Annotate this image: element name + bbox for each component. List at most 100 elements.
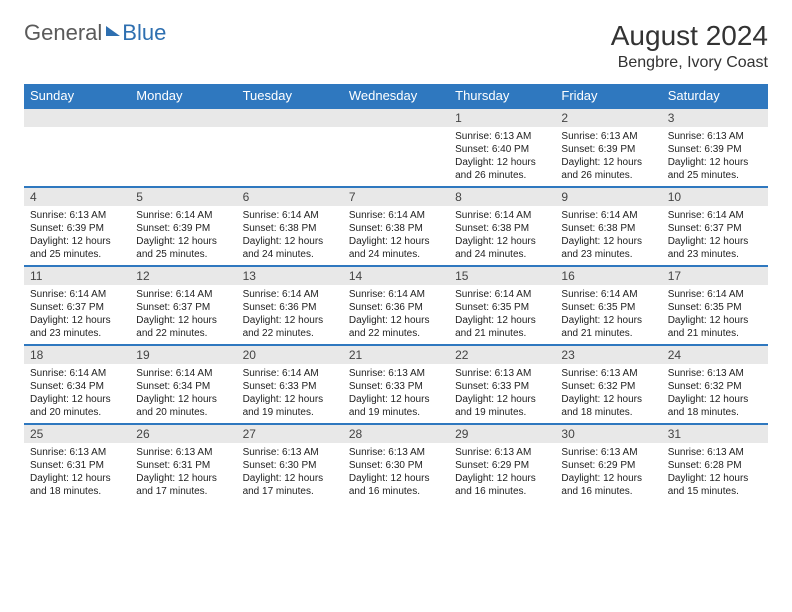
logo-text-2: Blue: [122, 20, 166, 46]
calendar-cell: 29Sunrise: 6:13 AMSunset: 6:29 PMDayligh…: [449, 424, 555, 502]
day-number: 3: [662, 109, 768, 127]
daylight-line: Daylight: 12 hours and 25 minutes.: [136, 235, 230, 261]
sunset-line: Sunset: 6:39 PM: [668, 143, 762, 156]
day-body: Sunrise: 6:13 AMSunset: 6:39 PMDaylight:…: [555, 127, 661, 186]
sunset-line: Sunset: 6:36 PM: [243, 301, 337, 314]
header: General Blue August 2024 Bengbre, Ivory …: [24, 20, 768, 72]
sunrise-line: Sunrise: 6:14 AM: [349, 288, 443, 301]
daylight-line: Daylight: 12 hours and 20 minutes.: [136, 393, 230, 419]
calendar-row: 18Sunrise: 6:14 AMSunset: 6:34 PMDayligh…: [24, 345, 768, 424]
sunset-line: Sunset: 6:33 PM: [349, 380, 443, 393]
sunrise-line: Sunrise: 6:14 AM: [136, 209, 230, 222]
daylight-line: Daylight: 12 hours and 22 minutes.: [136, 314, 230, 340]
day-number: 17: [662, 267, 768, 285]
calendar-cell: 13 Sunrise: 6:14 AMSunset: 6:36 PMDayligh…: [237, 266, 343, 345]
sunrise-line: Sunrise: 6:13 AM: [455, 130, 549, 143]
calendar-header-row: SundayMondayTuesdayWednesdayThursdayFrid…: [24, 84, 768, 108]
day-number: 20: [237, 346, 343, 364]
sunrise-line: Sunrise: 6:13 AM: [455, 367, 549, 380]
sunrise-line: Sunrise: 6:13 AM: [561, 446, 655, 459]
sunset-line: Sunset: 6:35 PM: [455, 301, 549, 314]
day-number: 6: [237, 188, 343, 206]
day-number: 31: [662, 425, 768, 443]
sunset-line: Sunset: 6:38 PM: [561, 222, 655, 235]
daylight-line: Daylight: 12 hours and 23 minutes.: [561, 235, 655, 261]
daylight-line: Daylight: 12 hours and 16 minutes.: [349, 472, 443, 498]
day-body: Sunrise: 6:13 AMSunset: 6:29 PMDaylight:…: [555, 443, 661, 502]
sunset-line: Sunset: 6:38 PM: [455, 222, 549, 235]
sunset-line: Sunset: 6:39 PM: [136, 222, 230, 235]
day-number: 27: [237, 425, 343, 443]
calendar-cell: 8Sunrise: 6:14 AMSunset: 6:38 PMDaylight…: [449, 187, 555, 266]
sunrise-line: Sunrise: 6:13 AM: [668, 446, 762, 459]
calendar-body: 1Sunrise: 6:13 AMSunset: 6:40 PMDaylight…: [24, 108, 768, 502]
sunrise-line: Sunrise: 6:14 AM: [243, 367, 337, 380]
calendar-cell: 21Sunrise: 6:13 AMSunset: 6:33 PMDayligh…: [343, 345, 449, 424]
day-body: Sunrise: 6:14 AMSunset: 6:35 PMDaylight:…: [555, 285, 661, 344]
weekday-header: Sunday: [24, 84, 130, 108]
daylight-line: Daylight: 12 hours and 15 minutes.: [668, 472, 762, 498]
calendar-cell: 4Sunrise: 6:13 AMSunset: 6:39 PMDaylight…: [24, 187, 130, 266]
sunset-line: Sunset: 6:39 PM: [30, 222, 124, 235]
sunrise-line: Sunrise: 6:13 AM: [668, 130, 762, 143]
sunset-line: Sunset: 6:33 PM: [243, 380, 337, 393]
day-number: 16: [555, 267, 661, 285]
day-number: 2: [555, 109, 661, 127]
daylight-line: Daylight: 12 hours and 18 minutes.: [561, 393, 655, 419]
sunset-line: Sunset: 6:38 PM: [349, 222, 443, 235]
day-body: Sunrise: 6:13 AMSunset: 6:31 PMDaylight:…: [130, 443, 236, 502]
daylight-line: Daylight: 12 hours and 22 minutes.: [349, 314, 443, 340]
day-body: Sunrise: 6:13 AMSunset: 6:32 PMDaylight:…: [662, 364, 768, 423]
day-number: 13: [237, 267, 343, 285]
daylight-line: Daylight: 12 hours and 19 minutes.: [243, 393, 337, 419]
day-number: 10: [662, 188, 768, 206]
day-body: Sunrise: 6:13 AMSunset: 6:33 PMDaylight:…: [343, 364, 449, 423]
sunset-line: Sunset: 6:29 PM: [455, 459, 549, 472]
daylight-line: Daylight: 12 hours and 21 minutes.: [455, 314, 549, 340]
day-body: Sunrise: 6:14 AMSunset: 6:38 PMDaylight:…: [343, 206, 449, 265]
sunrise-line: Sunrise: 6:13 AM: [668, 367, 762, 380]
day-number: 7: [343, 188, 449, 206]
calendar-cell: 18Sunrise: 6:14 AMSunset: 6:34 PMDayligh…: [24, 345, 130, 424]
day-number: 30: [555, 425, 661, 443]
day-body: Sunrise: 6:14 AMSunset: 6:35 PMDaylight:…: [449, 285, 555, 344]
sunrise-line: Sunrise: 6:14 AM: [561, 209, 655, 222]
day-body: Sunrise: 6:14 AMSunset: 6:34 PMDaylight:…: [24, 364, 130, 423]
day-body: Sunrise: 6:13 AMSunset: 6:28 PMDaylight:…: [662, 443, 768, 502]
location: Bengbre, Ivory Coast: [611, 54, 768, 72]
page-title: August 2024: [611, 20, 768, 52]
calendar-cell: [343, 108, 449, 187]
sunrise-line: Sunrise: 6:14 AM: [455, 209, 549, 222]
sunset-line: Sunset: 6:39 PM: [561, 143, 655, 156]
day-number: 28: [343, 425, 449, 443]
daylight-line: Daylight: 12 hours and 21 minutes.: [561, 314, 655, 340]
daylight-line: Daylight: 12 hours and 17 minutes.: [136, 472, 230, 498]
day-number: 11: [24, 267, 130, 285]
title-block: August 2024 Bengbre, Ivory Coast: [611, 20, 768, 72]
day-number: 22: [449, 346, 555, 364]
sunset-line: Sunset: 6:37 PM: [136, 301, 230, 314]
sunset-line: Sunset: 6:37 PM: [30, 301, 124, 314]
calendar-cell: 19Sunrise: 6:14 AMSunset: 6:34 PMDayligh…: [130, 345, 236, 424]
sunset-line: Sunset: 6:30 PM: [243, 459, 337, 472]
sunrise-line: Sunrise: 6:14 AM: [136, 367, 230, 380]
day-number: 29: [449, 425, 555, 443]
calendar-cell: 1Sunrise: 6:13 AMSunset: 6:40 PMDaylight…: [449, 108, 555, 187]
weekday-header: Tuesday: [237, 84, 343, 108]
day-body: Sunrise: 6:13 AMSunset: 6:39 PMDaylight:…: [24, 206, 130, 265]
calendar-row: 1Sunrise: 6:13 AMSunset: 6:40 PMDaylight…: [24, 108, 768, 187]
day-body: Sunrise: 6:13 AMSunset: 6:30 PMDaylight:…: [343, 443, 449, 502]
calendar-cell: 17Sunrise: 6:14 AMSunset: 6:35 PMDayligh…: [662, 266, 768, 345]
sunrise-line: Sunrise: 6:14 AM: [243, 288, 337, 301]
sunrise-line: Sunrise: 6:13 AM: [561, 367, 655, 380]
daylight-line: Daylight: 12 hours and 16 minutes.: [561, 472, 655, 498]
calendar-row: 11Sunrise: 6:14 AMSunset: 6:37 PMDayligh…: [24, 266, 768, 345]
sunset-line: Sunset: 6:33 PM: [455, 380, 549, 393]
calendar-cell: 25Sunrise: 6:13 AMSunset: 6:31 PMDayligh…: [24, 424, 130, 502]
daylight-line: Daylight: 12 hours and 23 minutes.: [668, 235, 762, 261]
daylight-line: Daylight: 12 hours and 22 minutes.: [243, 314, 337, 340]
daylight-line: Daylight: 12 hours and 25 minutes.: [668, 156, 762, 182]
sunrise-line: Sunrise: 6:14 AM: [668, 209, 762, 222]
daylight-line: Daylight: 12 hours and 24 minutes.: [243, 235, 337, 261]
calendar-cell: 20 Sunrise: 6:14 AMSunset: 6:33 PMDayligh…: [237, 345, 343, 424]
